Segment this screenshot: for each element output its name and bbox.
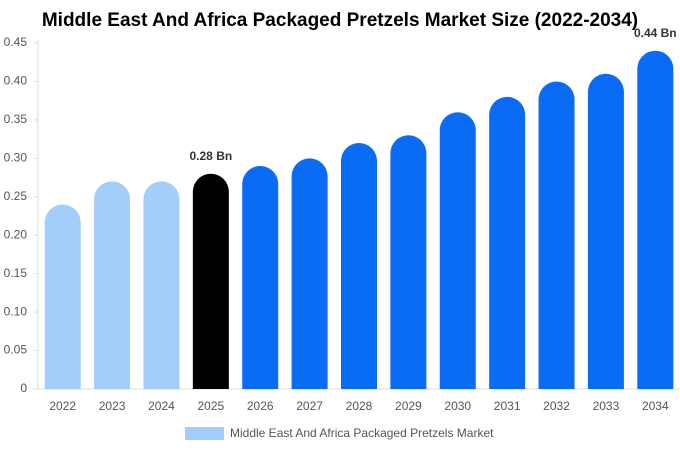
y-tick-label: 0.05 bbox=[4, 343, 28, 357]
bar bbox=[341, 142, 377, 389]
y-tick-label: 0.45 bbox=[4, 35, 28, 49]
x-tick-label: 2022 bbox=[49, 399, 76, 413]
legend-label: Middle East And Africa Packaged Pretzels… bbox=[230, 426, 494, 440]
x-tick-label: 2028 bbox=[346, 399, 373, 413]
x-tick-label: 2024 bbox=[148, 399, 175, 413]
y-tick-label: 0.20 bbox=[4, 227, 28, 241]
y-tick-label: 0.25 bbox=[4, 189, 28, 203]
chart-title: Middle East And Africa Packaged Pretzels… bbox=[42, 10, 638, 31]
bar bbox=[94, 181, 131, 389]
y-tick-label: 0.40 bbox=[4, 74, 28, 88]
x-tick-label: 2034 bbox=[642, 399, 669, 413]
bar bbox=[44, 204, 81, 389]
data-label: 0.44 Bn bbox=[634, 26, 677, 40]
x-tick-label: 2030 bbox=[444, 399, 471, 413]
x-tick-label: 2032 bbox=[543, 399, 570, 413]
x-tick-label: 2025 bbox=[197, 399, 224, 413]
bar bbox=[390, 135, 427, 389]
bar bbox=[637, 50, 674, 389]
x-tick-label: 2027 bbox=[296, 399, 323, 413]
x-tick-label: 2033 bbox=[593, 399, 620, 413]
y-tick-label: 0.10 bbox=[4, 304, 28, 318]
bar bbox=[143, 181, 180, 389]
y-tick-label: 0.30 bbox=[4, 151, 28, 165]
bar bbox=[587, 73, 624, 389]
x-tick-label: 2026 bbox=[247, 399, 274, 413]
y-tick-label: 0 bbox=[20, 381, 27, 395]
y-tick-label: 0.15 bbox=[4, 266, 28, 280]
bar bbox=[242, 166, 279, 389]
bar bbox=[489, 96, 526, 389]
bar bbox=[291, 158, 328, 389]
data-label: 0.28 Bn bbox=[190, 149, 233, 163]
legend-swatch bbox=[185, 427, 224, 440]
x-tick-label: 2023 bbox=[99, 399, 126, 413]
x-tick-label: 2029 bbox=[395, 399, 422, 413]
bar bbox=[439, 112, 476, 389]
bar bbox=[192, 173, 229, 389]
x-tick-label: 2031 bbox=[494, 399, 521, 413]
bar bbox=[538, 81, 575, 389]
y-tick-label: 0.35 bbox=[4, 112, 28, 126]
